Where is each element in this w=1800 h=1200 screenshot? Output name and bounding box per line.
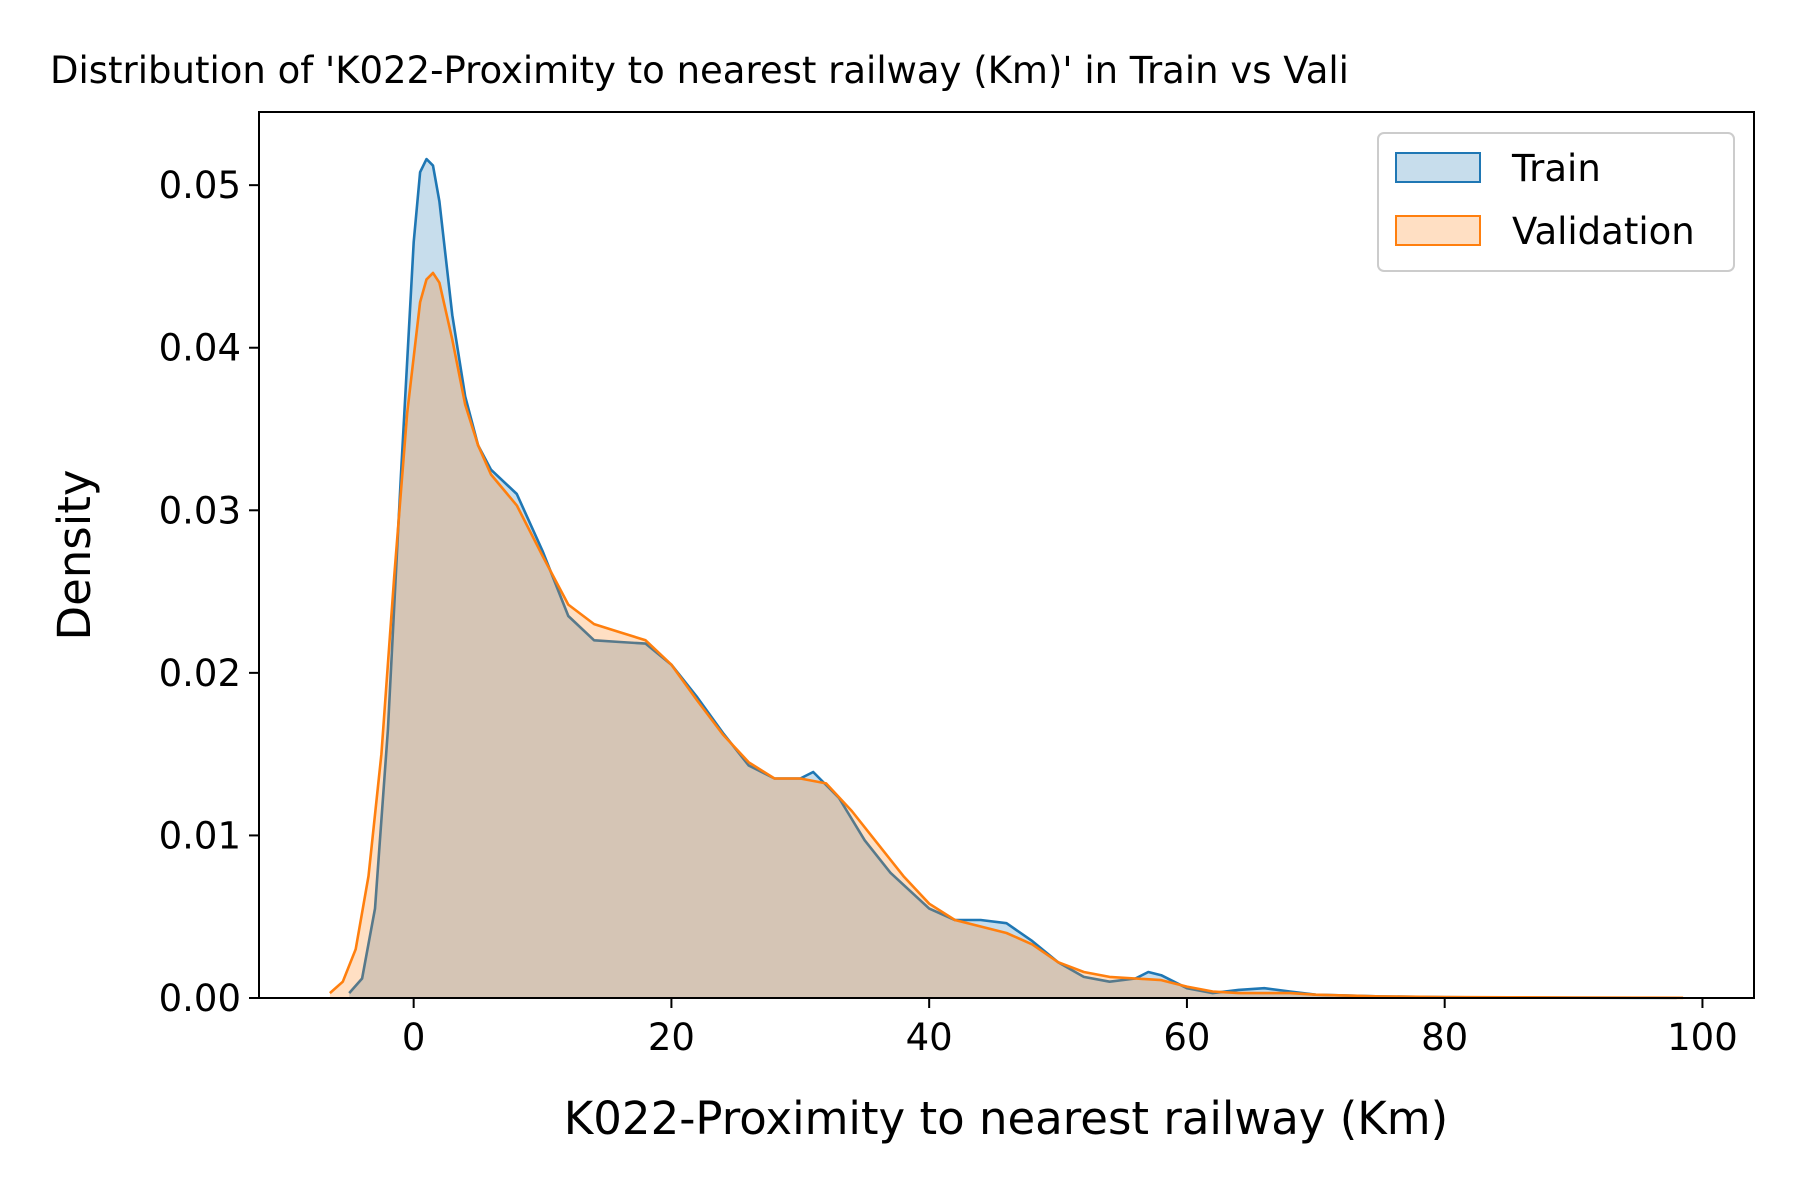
chart-title: Distribution of 'K022-Proximity to neare…: [50, 49, 1349, 92]
series-area-validation: [329, 272, 1684, 998]
y-tick-label: 0.01: [159, 814, 241, 857]
legend-label-train: Train: [1511, 147, 1601, 190]
legend-label-validation: Validation: [1512, 210, 1695, 253]
legend-swatch-validation: [1395, 215, 1481, 246]
series-layer: [329, 157, 1684, 1000]
legend: Train Validation: [1377, 132, 1735, 272]
legend-swatch-train: [1395, 152, 1481, 183]
y-axis: 0.00 0.01 0.02 0.03 0.04 0.05: [159, 164, 259, 1020]
series-area-train: [349, 159, 1677, 999]
x-axis-label: K022-Proximity to nearest railway (Km): [564, 1092, 1448, 1145]
y-tick-label: 0.05: [159, 164, 241, 207]
x-axis: 0 20 40 60 80 100: [402, 998, 1738, 1059]
x-tick-label: 40: [906, 1016, 953, 1059]
y-tick-label: 0.00: [159, 977, 241, 1020]
y-axis-label: Density: [48, 469, 101, 640]
x-tick-label: 60: [1163, 1016, 1210, 1059]
x-tick-label: 0: [402, 1016, 426, 1059]
y-tick-label: 0.02: [159, 652, 241, 695]
y-tick-label: 0.04: [159, 327, 241, 370]
y-tick-label: 0.03: [159, 489, 241, 532]
plot-frame: [258, 111, 1755, 999]
legend-frame: [1377, 132, 1735, 272]
x-tick-label: 20: [648, 1016, 695, 1059]
x-tick-label: 100: [1667, 1016, 1738, 1059]
series-line-validation: [329, 271, 1684, 1000]
series-line-train: [348, 157, 1677, 1000]
x-tick-label: 80: [1421, 1016, 1468, 1059]
